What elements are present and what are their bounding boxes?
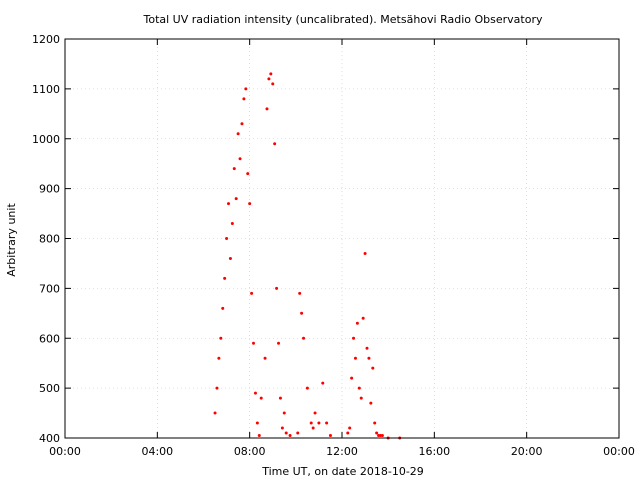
data-point	[265, 107, 269, 111]
data-point	[346, 431, 350, 435]
data-point	[375, 431, 379, 435]
data-point	[300, 311, 304, 315]
data-point	[273, 142, 277, 146]
data-point	[248, 202, 252, 206]
y-tick-label: 400	[39, 432, 60, 445]
data-point	[232, 167, 236, 171]
data-point	[255, 421, 259, 425]
x-tick-label: 04:00	[141, 445, 173, 458]
x-tick-labels: 00:00 04:00 08:00 12:00 16:00 20:00 00:00	[49, 445, 635, 458]
x-tick-label: 12:00	[326, 445, 358, 458]
data-point	[213, 411, 217, 415]
data-point	[369, 401, 373, 405]
data-point	[217, 356, 221, 360]
data-point	[267, 77, 271, 81]
data-point	[380, 434, 384, 438]
data-point	[311, 426, 315, 430]
chart-title: Total UV radiation intensity (uncalibrat…	[143, 13, 543, 26]
data-point	[353, 356, 357, 360]
data-point	[282, 411, 286, 415]
y-tick-label: 700	[39, 282, 60, 295]
data-point	[317, 421, 321, 425]
data-point	[371, 366, 375, 370]
data-point	[355, 321, 359, 325]
x-tick-label: 00:00	[49, 445, 81, 458]
data-point	[259, 396, 263, 400]
data-point	[221, 306, 225, 310]
x-axis-label: Time UT, on date 2018-10-29	[261, 465, 424, 478]
data-point	[284, 431, 288, 435]
data-point	[234, 197, 238, 201]
data-point	[244, 87, 248, 91]
data-point	[305, 386, 309, 390]
data-point	[296, 431, 300, 435]
grid-lines	[65, 39, 619, 438]
data-point	[302, 336, 306, 340]
data-point	[263, 356, 267, 360]
data-point	[219, 336, 223, 340]
data-point	[278, 396, 282, 400]
data-point	[275, 286, 279, 290]
data-point	[236, 132, 240, 136]
data-point	[230, 222, 234, 226]
x-tick-label: 20:00	[511, 445, 543, 458]
y-axis-label: Arbitrary unit	[5, 203, 18, 277]
data-point	[350, 376, 354, 380]
y-tick-label: 1000	[32, 133, 60, 146]
data-point	[277, 341, 281, 345]
data-point	[352, 336, 356, 340]
data-point	[313, 411, 317, 415]
data-point	[271, 82, 275, 86]
data-point	[325, 421, 329, 425]
data-point	[215, 386, 219, 390]
data-points	[213, 72, 402, 440]
data-point	[269, 72, 273, 76]
data-point	[288, 434, 292, 438]
data-point	[253, 391, 257, 395]
data-point	[223, 276, 227, 280]
data-point	[280, 426, 284, 430]
x-tick-label: 08:00	[234, 445, 266, 458]
data-point	[250, 291, 254, 295]
data-point	[361, 316, 365, 320]
data-point	[242, 97, 246, 101]
data-point	[257, 434, 261, 438]
x-tick-label: 00:00	[603, 445, 635, 458]
data-point	[359, 396, 363, 400]
data-point	[225, 237, 229, 240]
data-point	[252, 341, 256, 345]
data-point	[240, 122, 244, 126]
data-point	[348, 426, 352, 430]
y-tick-label: 500	[39, 382, 60, 395]
axis-ticks	[64, 38, 620, 439]
data-point	[238, 157, 242, 161]
data-point	[328, 434, 332, 438]
data-point	[363, 251, 367, 255]
data-point	[357, 386, 361, 390]
data-point	[373, 421, 377, 425]
data-point	[321, 381, 325, 385]
data-point	[367, 356, 371, 360]
data-point	[298, 291, 302, 295]
y-tick-label: 800	[39, 233, 60, 246]
data-point	[309, 421, 313, 425]
y-tick-label: 900	[39, 183, 60, 196]
data-point	[365, 346, 369, 350]
data-point	[227, 202, 231, 206]
y-tick-label: 600	[39, 332, 60, 345]
data-point	[246, 172, 250, 176]
y-tick-labels: 400 500 600 700 800 900 1000 1100 1200	[32, 33, 60, 445]
x-tick-label: 16:00	[418, 445, 450, 458]
data-point	[228, 256, 232, 260]
y-tick-label: 1100	[32, 83, 60, 96]
y-tick-label: 1200	[32, 33, 60, 46]
